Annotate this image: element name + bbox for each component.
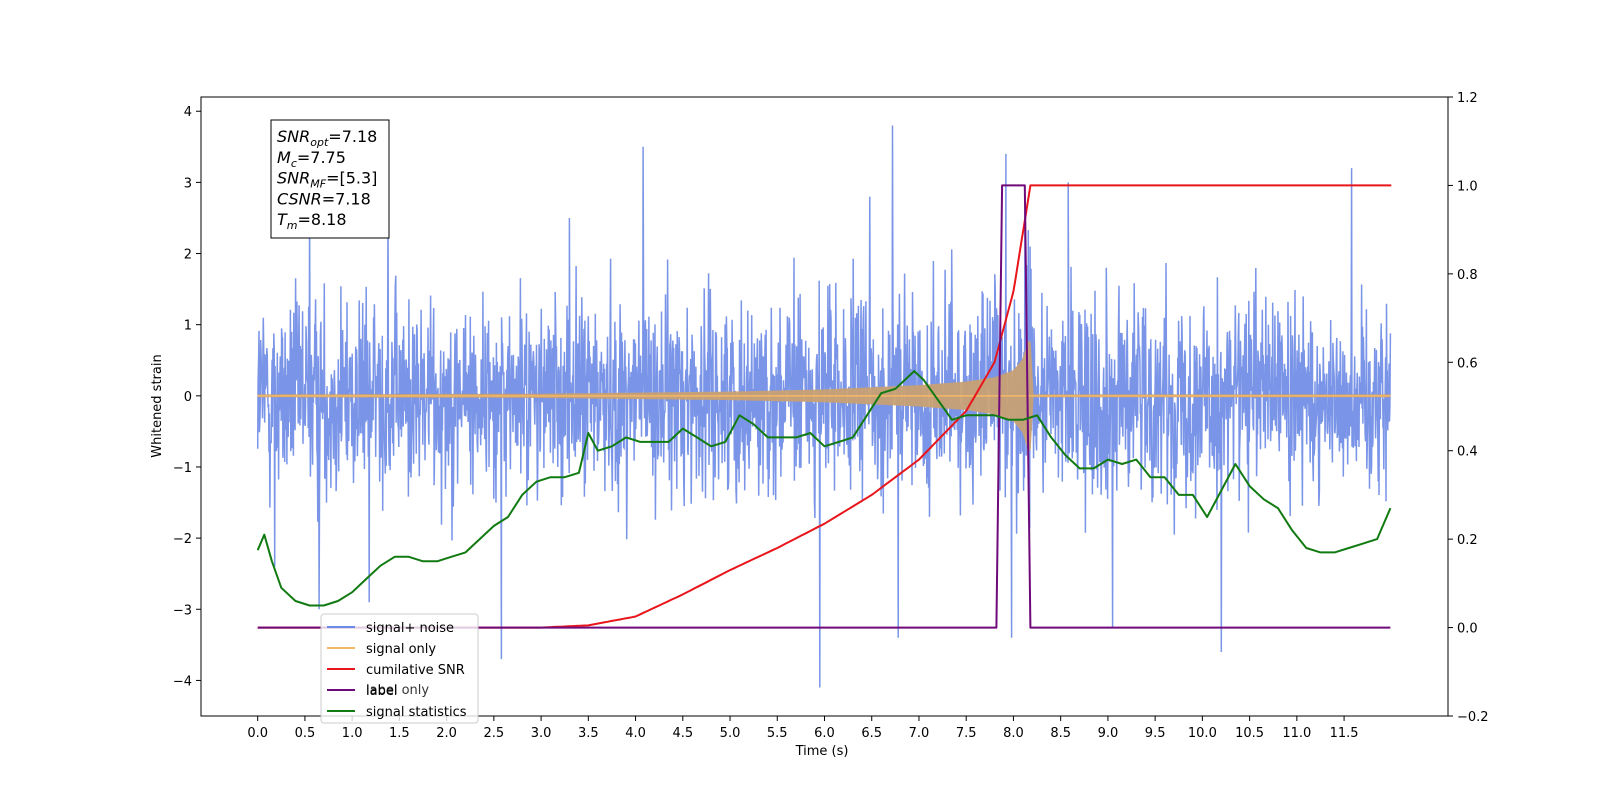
x-tick-label: 2.0 <box>436 726 457 741</box>
x-tick-label: 5.5 <box>767 726 788 741</box>
y-left-tick-label: 0 <box>184 390 192 405</box>
y-right-tick-label: 1.2 <box>1457 91 1478 106</box>
x-tick-label: 6.0 <box>814 726 835 741</box>
x-tick-label: 8.0 <box>1003 726 1024 741</box>
y-left-tick-label: −3 <box>173 603 192 618</box>
x-tick-label: 11.0 <box>1282 726 1311 741</box>
x-tick-label: 4.0 <box>625 726 646 741</box>
info-box-line: SNRMF=[5.3] <box>277 169 377 191</box>
x-tick-label: 4.5 <box>672 726 693 741</box>
x-axis-label: Time (s) <box>795 744 849 759</box>
x-tick-label: 0.0 <box>247 726 268 741</box>
signal-noise-line <box>256 125 1392 688</box>
legend-entry: signal only <box>366 642 436 657</box>
legend: label only signal+ noise signal only cumila… <box>320 613 479 724</box>
x-tick-label: 10.5 <box>1235 726 1264 741</box>
legend-entry: signal+ noise <box>366 621 454 636</box>
x-axis: 0.0 0.5 1.0 1.5 2.0 2.5 3.0 3.5 4.0 4.5 5.0 5.5 6.0 6… <box>247 716 1359 741</box>
info-box-line: CSNR=7.18 <box>277 189 371 208</box>
y-right-tick-label: −0.2 <box>1457 710 1489 725</box>
x-tick-label: 2.5 <box>484 726 505 741</box>
legend-entry: cumilative SNR <box>366 663 465 678</box>
y-left-tick-label: 3 <box>184 176 192 191</box>
info-box-line: Tm=8.18 <box>277 210 347 232</box>
plot-area <box>256 125 1392 688</box>
x-tick-label: 7.0 <box>909 726 930 741</box>
x-tick-label: 1.5 <box>389 726 410 741</box>
y-right-tick-label: 0.2 <box>1457 533 1478 548</box>
legend-frame <box>320 613 479 724</box>
info-box-frame <box>270 119 390 239</box>
x-tick-label: 6.5 <box>861 726 882 741</box>
label-line <box>257 184 1391 629</box>
x-tick-label: 3.0 <box>531 726 552 741</box>
y-right-tick-label: 0.4 <box>1457 445 1478 460</box>
x-tick-label: 9.5 <box>1145 726 1166 741</box>
y-left-tick-label: −1 <box>173 461 192 476</box>
signal-only-series <box>257 340 1391 451</box>
line-series-group <box>256 184 1392 629</box>
signal-statistics-line <box>256 370 1392 607</box>
legend-entry: label <box>366 684 397 699</box>
y-left-tick-label: 2 <box>184 248 192 263</box>
y-left-tick-label: 1 <box>184 319 192 334</box>
x-tick-label: 1.0 <box>342 726 363 741</box>
info-box-line: SNRopt=7.18 <box>277 127 377 149</box>
y-left-tick-label: 4 <box>184 105 192 120</box>
x-tick-label: 3.5 <box>578 726 599 741</box>
x-tick-label: 8.5 <box>1050 726 1071 741</box>
y-axis-label: Whitened strain <box>150 354 165 457</box>
y-axis-right: −0.2 0.0 0.2 0.4 0.6 0.8 1.0 1.2 <box>1448 91 1489 725</box>
y-left-tick-label: −4 <box>173 674 192 689</box>
y-right-tick-label: 0.0 <box>1457 622 1478 637</box>
x-tick-label: 7.5 <box>956 726 977 741</box>
legend-entry: signal statistics <box>366 705 467 720</box>
y-left-tick-label: −2 <box>173 532 192 547</box>
x-tick-label: 11.5 <box>1330 726 1359 741</box>
y-axis-left: −4 −3 −2 −1 0 1 2 3 4 <box>173 105 201 689</box>
legend-label-only: label only <box>366 683 429 698</box>
x-tick-label: 5.0 <box>720 726 741 741</box>
x-tick-label: 9.0 <box>1098 726 1119 741</box>
cumulative-snr-line <box>257 184 1392 629</box>
x-tick-label: 10.0 <box>1188 726 1217 741</box>
signal-noise-series <box>256 125 1392 688</box>
y-right-tick-label: 1.0 <box>1457 179 1478 194</box>
y-right-tick-label: 0.8 <box>1457 268 1478 283</box>
y-right-tick-label: 0.6 <box>1457 356 1478 371</box>
info-box-line: Mc=7.75 <box>277 148 346 170</box>
x-tick-label: 0.5 <box>295 726 316 741</box>
